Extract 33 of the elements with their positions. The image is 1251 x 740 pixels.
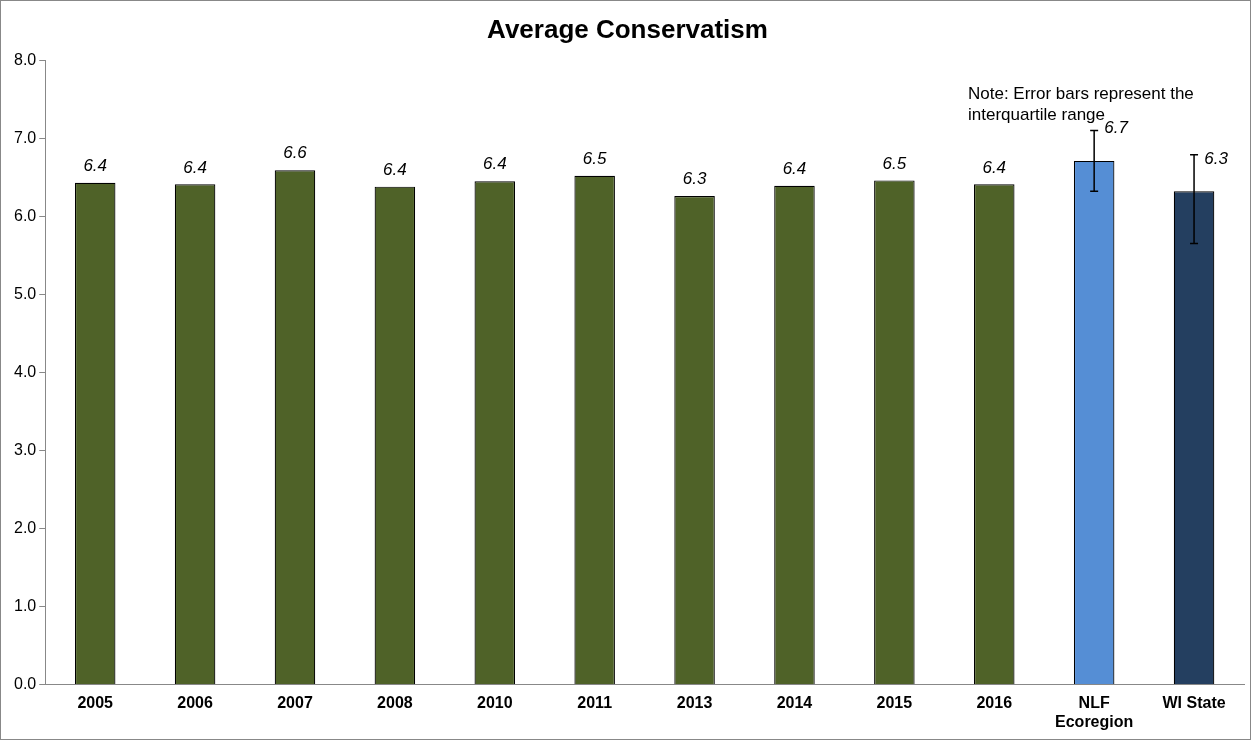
y-tick-label: 7.0 bbox=[13, 128, 37, 146]
y-tick-label: 5.0 bbox=[13, 284, 37, 302]
x-tick-label: 2007 bbox=[277, 693, 313, 711]
x-tick-label: 2014 bbox=[776, 693, 813, 711]
x-tick-label: WI State bbox=[1162, 693, 1226, 711]
x-tick-label: 2015 bbox=[876, 693, 913, 711]
data-label: 6.4 bbox=[83, 155, 108, 175]
y-tick-label: 3.0 bbox=[13, 440, 37, 458]
y-tick-label: 8.0 bbox=[13, 50, 37, 68]
data-label: 6.4 bbox=[982, 157, 1007, 177]
x-tick-label: 2005 bbox=[77, 693, 114, 711]
chart-title: Average Conservatism bbox=[487, 13, 768, 44]
data-label: 6.4 bbox=[482, 154, 507, 174]
y-tick-label: 6.0 bbox=[13, 206, 37, 224]
x-tick-label: 2013 bbox=[676, 693, 713, 711]
y-tick-label: 4.0 bbox=[13, 362, 37, 380]
y-tick-label: 2.0 bbox=[13, 518, 37, 536]
x-tick-label: 2010 bbox=[476, 693, 513, 711]
x-tick-label: NLF Ecoregion bbox=[1055, 693, 1134, 730]
data-label: 6.3 bbox=[682, 169, 707, 189]
x-tick-label: 2006 bbox=[177, 693, 213, 711]
x-tick-label: 2011 bbox=[577, 693, 613, 711]
x-tick-label: 2016 bbox=[976, 693, 1013, 711]
data-label: 6.3 bbox=[1204, 148, 1229, 168]
data-label: 6.4 bbox=[782, 159, 807, 179]
data-label: 6.5 bbox=[882, 153, 907, 173]
data-label: 6.6 bbox=[283, 143, 308, 163]
data-label: 6.4 bbox=[383, 159, 407, 179]
y-tick-label: 0.0 bbox=[13, 675, 37, 693]
y-tick-label: 1.0 bbox=[13, 596, 37, 614]
data-label: 6.5 bbox=[582, 148, 608, 168]
data-label: 6.4 bbox=[183, 157, 207, 177]
x-tick-label: 2008 bbox=[377, 693, 413, 711]
